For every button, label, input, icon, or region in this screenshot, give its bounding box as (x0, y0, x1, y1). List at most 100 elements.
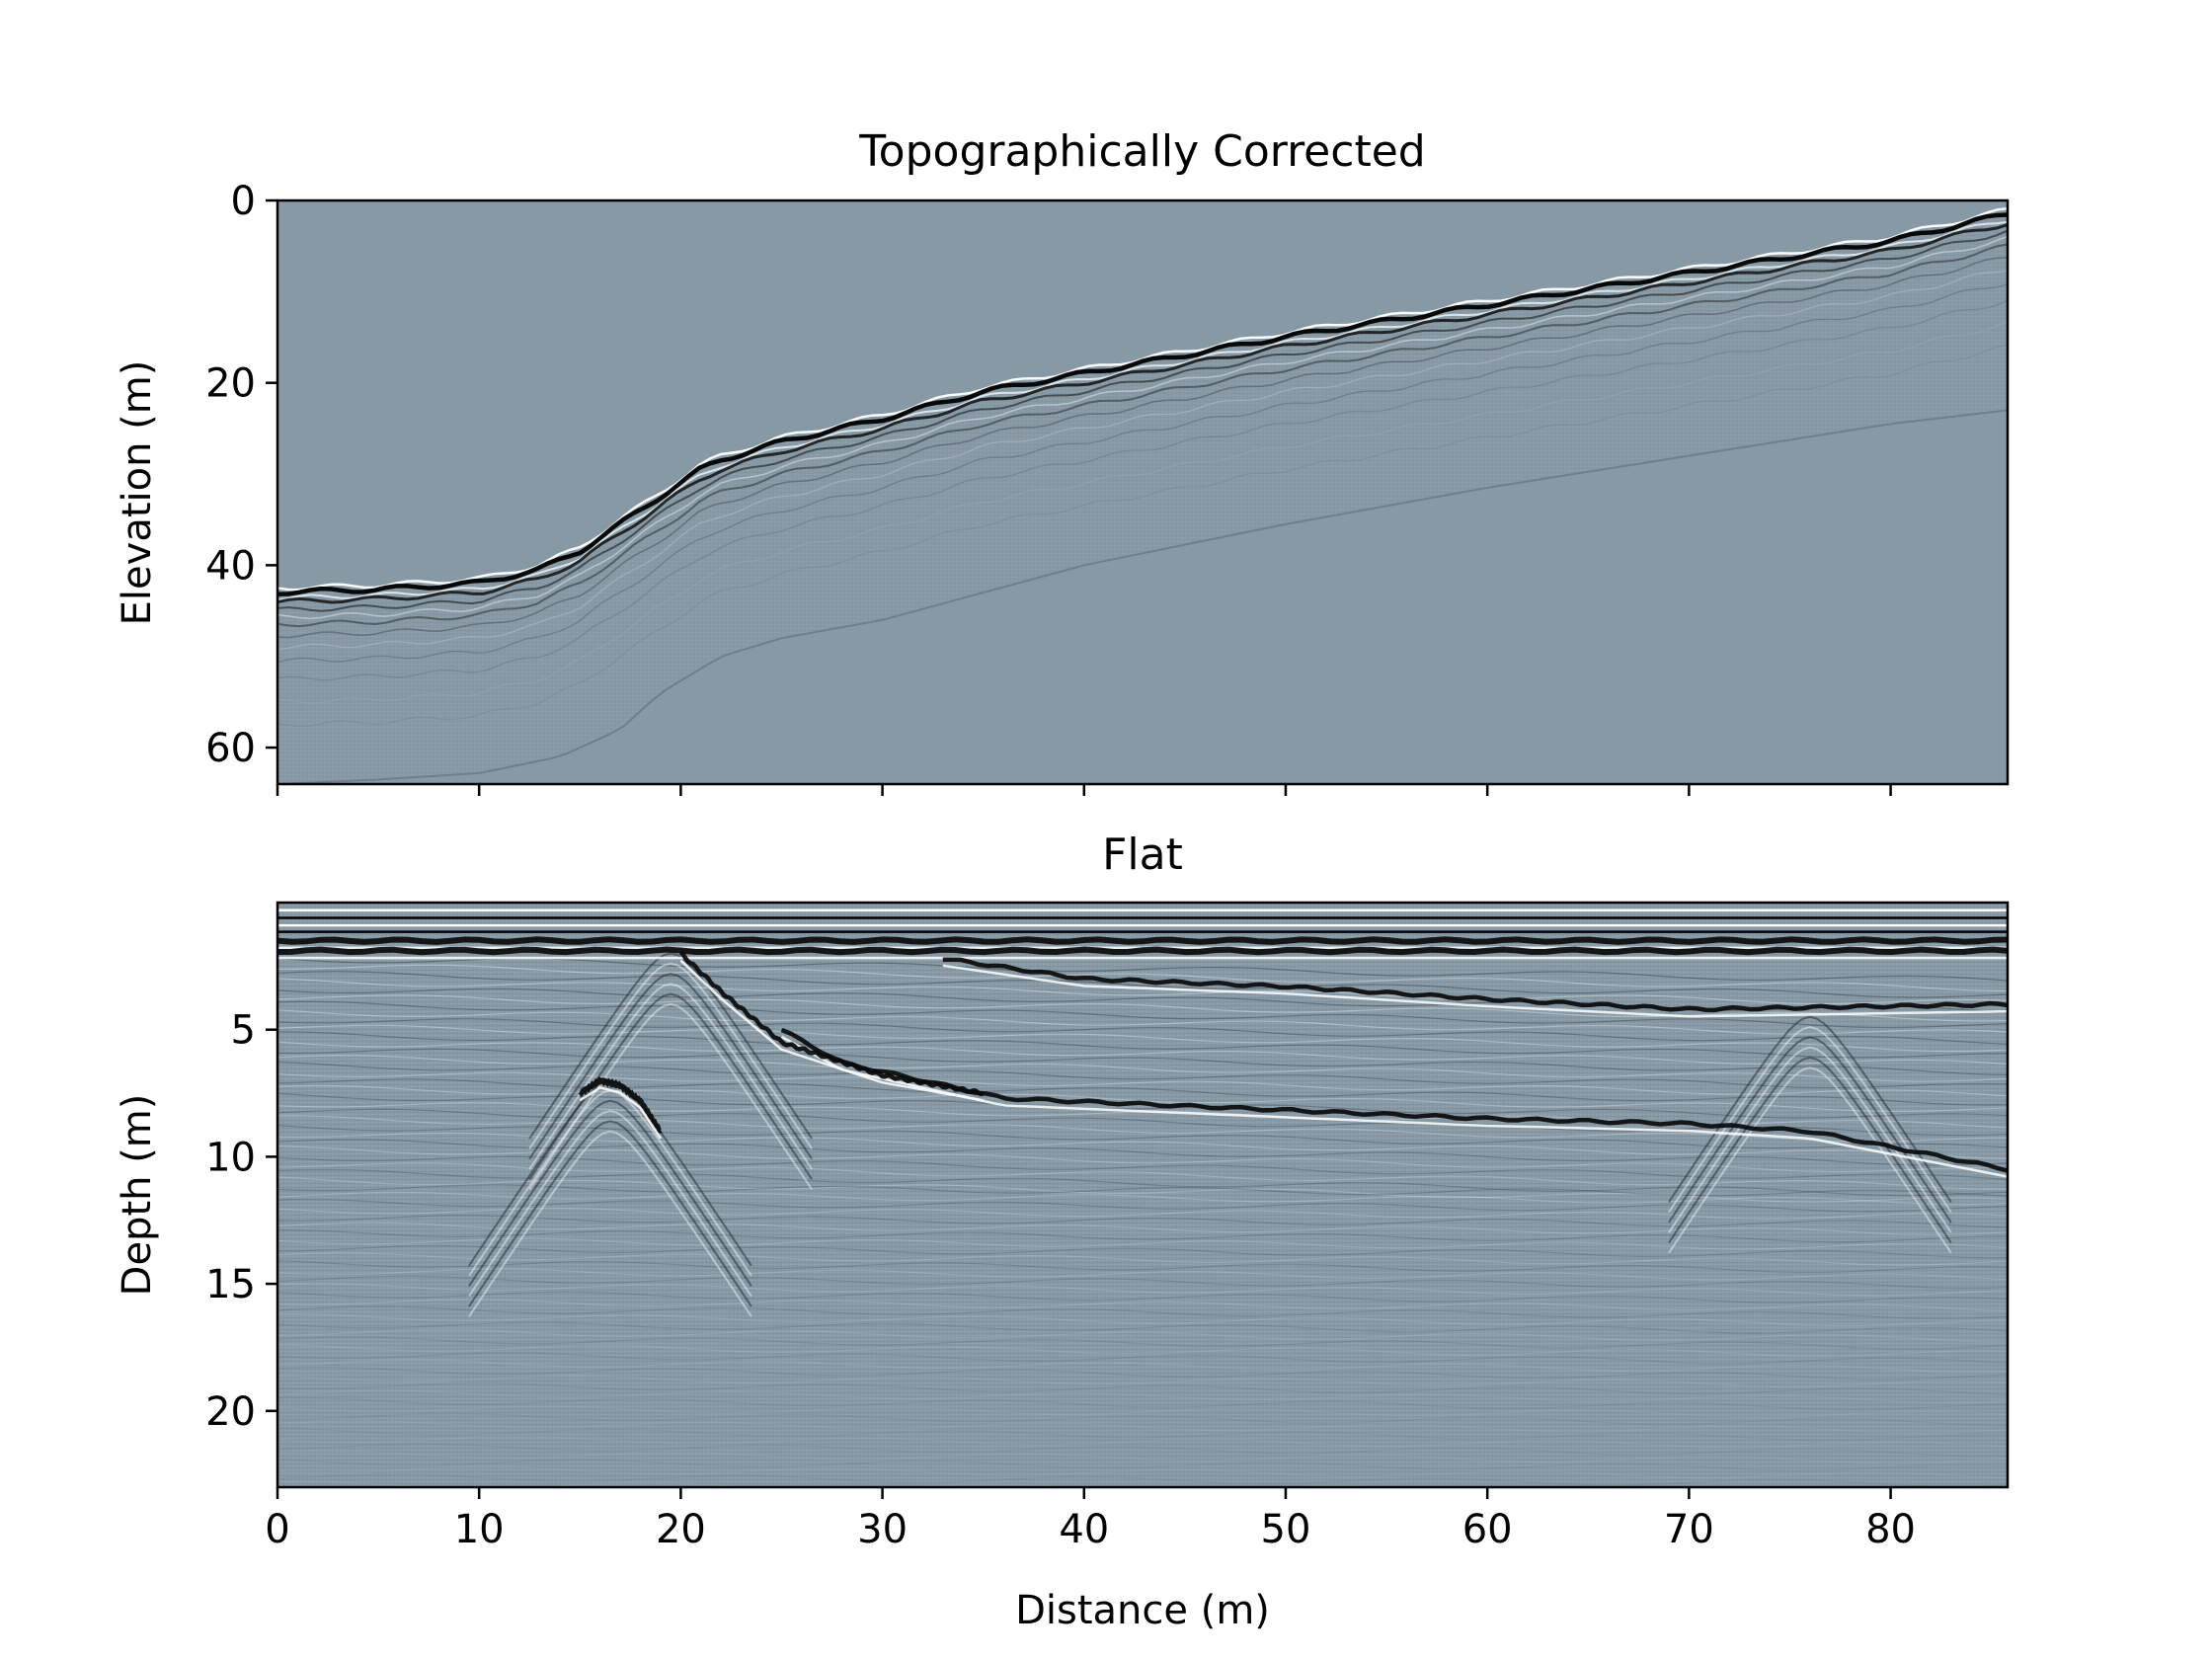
top-reflector-line (277, 344, 2008, 728)
bottom-texture-line (277, 1252, 2008, 1266)
bottom-texture-line (277, 1268, 2008, 1281)
bottom-diffraction-line (528, 983, 813, 1170)
bottom-texture-line (277, 1244, 2008, 1259)
bottom-reflector-highlight (679, 959, 984, 1102)
top-reflector-line (277, 243, 2008, 628)
bottom-texture-line (277, 1228, 2008, 1243)
top-reflector-line (277, 229, 2008, 612)
bottom-diffraction-line (468, 1120, 752, 1307)
x-tick-label: 20 (656, 1507, 706, 1552)
bottom-texture-line (277, 1115, 2008, 1143)
bottom-texture-line (277, 1199, 2008, 1213)
bottom-texture-line (277, 1176, 2008, 1203)
bottom-reflectors (277, 936, 2008, 1178)
bottom-texture-line (277, 1071, 2008, 1097)
bottom-texture-line (277, 1412, 2008, 1427)
top-reflectors (277, 206, 2008, 728)
bottom-reflector-line (578, 1075, 663, 1135)
bottom-reflector-highlight (780, 1035, 2008, 1178)
bottom-texture-line (277, 1291, 2008, 1304)
bottom-texture-line (277, 1275, 2008, 1290)
bottom-plot-background (277, 903, 2008, 1487)
bottom-plot-frame (276, 901, 2010, 1489)
top-panel-title: Topographically Corrected (858, 126, 1425, 177)
bottom-texture-line (277, 1451, 2008, 1464)
bottom-texture-line (277, 1237, 2008, 1250)
top-reflector-line (277, 270, 2008, 651)
bottom-texture-line (277, 1389, 2008, 1403)
bottom-texture-line (277, 1283, 2008, 1297)
x-tick-label: 50 (1261, 1507, 1311, 1552)
top-x-ticks (276, 784, 1892, 796)
bottom-texture-line (277, 1420, 2008, 1434)
bottom-texture-line (277, 1396, 2008, 1411)
x-tick-label: 80 (1865, 1507, 1916, 1552)
bottom-texture-line (277, 1184, 2008, 1197)
y-tick-label: 5 (231, 1008, 256, 1054)
bottom-texture-line (277, 1466, 2008, 1479)
bottom-texture-line (277, 1443, 2008, 1458)
bottom-reflector-line (277, 936, 2008, 945)
bottom-texture-line (277, 1405, 2008, 1418)
bottom-texture-line (277, 1473, 2008, 1487)
bottom-diffraction-line (468, 1130, 752, 1317)
bottom-texture-line (277, 1000, 2008, 1029)
bottom-texture-line (277, 1018, 2008, 1045)
x-tick-label: 60 (1462, 1507, 1513, 1552)
bottom-texture-line (277, 1162, 2008, 1190)
bottom-texture-line (277, 1191, 2008, 1206)
bottom-reflector-line (678, 950, 985, 1097)
bottom-y-ticks: 5 10 15 20 (205, 1008, 277, 1435)
bottom-texture-line (277, 1222, 2008, 1235)
bottom-texture-line (277, 1359, 2008, 1373)
y-tick-label: 0 (231, 179, 256, 224)
bottom-texture-line (277, 1062, 2008, 1089)
bottom-texture-line (277, 1168, 2008, 1197)
bottom-texture-line (277, 958, 2008, 982)
top-reflector-line (277, 256, 2008, 639)
bottom-texture-line (277, 1312, 2008, 1327)
bottom-texture-line (277, 1375, 2008, 1387)
bottom-texture-line (277, 1024, 2008, 1053)
y-tick-label: 40 (205, 543, 256, 589)
bottom-texture-line (277, 1321, 2008, 1334)
top-reflector-line (277, 235, 2008, 620)
bottom-diffraction-line (468, 1110, 752, 1298)
top-reflector-line (277, 223, 2008, 604)
bottom-reflector-highlight (942, 964, 2008, 1018)
y-tick-label: 20 (205, 1389, 256, 1435)
bottom-texture-line (277, 964, 2008, 992)
bottom-texture-line (277, 1031, 2008, 1059)
bottom-texture-line (277, 1459, 2008, 1471)
x-axis-label: Distance (m) (1015, 1588, 1270, 1633)
bottom-texture-line (277, 1055, 2008, 1082)
bottom-diffraction-line (1668, 1056, 1952, 1244)
top-plot-frame (276, 198, 2010, 786)
bottom-diffraction-line (528, 992, 813, 1180)
x-tick-label: 10 (454, 1507, 505, 1552)
y-tick-label: 20 (205, 361, 256, 407)
bottom-reflector-line (942, 957, 2008, 1013)
bottom-texture-line (277, 971, 2008, 998)
bottom-diffraction-line (1668, 1026, 1952, 1214)
bottom-texture-line (277, 1427, 2008, 1441)
top-reflector-line (277, 321, 2008, 704)
x-tick-label: 40 (1059, 1507, 1109, 1552)
top-y-ticks: 0 20 40 60 (205, 179, 277, 771)
bottom-texture-line (277, 1207, 2008, 1220)
bottom-texture-line (277, 1305, 2008, 1319)
bottom-reflector-line (780, 1027, 2008, 1173)
top-y-axis-label: Elevation (m) (115, 360, 160, 626)
bottom-texture-line (277, 1078, 2008, 1106)
bottom-reflector-highlight (579, 1086, 663, 1140)
top-reflector-line (277, 220, 2008, 601)
bottom-texture-line (277, 1343, 2008, 1358)
bottom-diffraction-line (528, 962, 813, 1149)
bottom-texture-line (277, 994, 2008, 1022)
bottom-texture-line (277, 1132, 2008, 1159)
bottom-diffraction-line (468, 1099, 752, 1287)
bottom-panel: Flat 5 10 15 20 0 10 20 30 40 50 60 70 80 Depth (m)… (115, 830, 2010, 1633)
bottom-texture-line (277, 1215, 2008, 1228)
bottom-texture-line (277, 1480, 1724, 1487)
